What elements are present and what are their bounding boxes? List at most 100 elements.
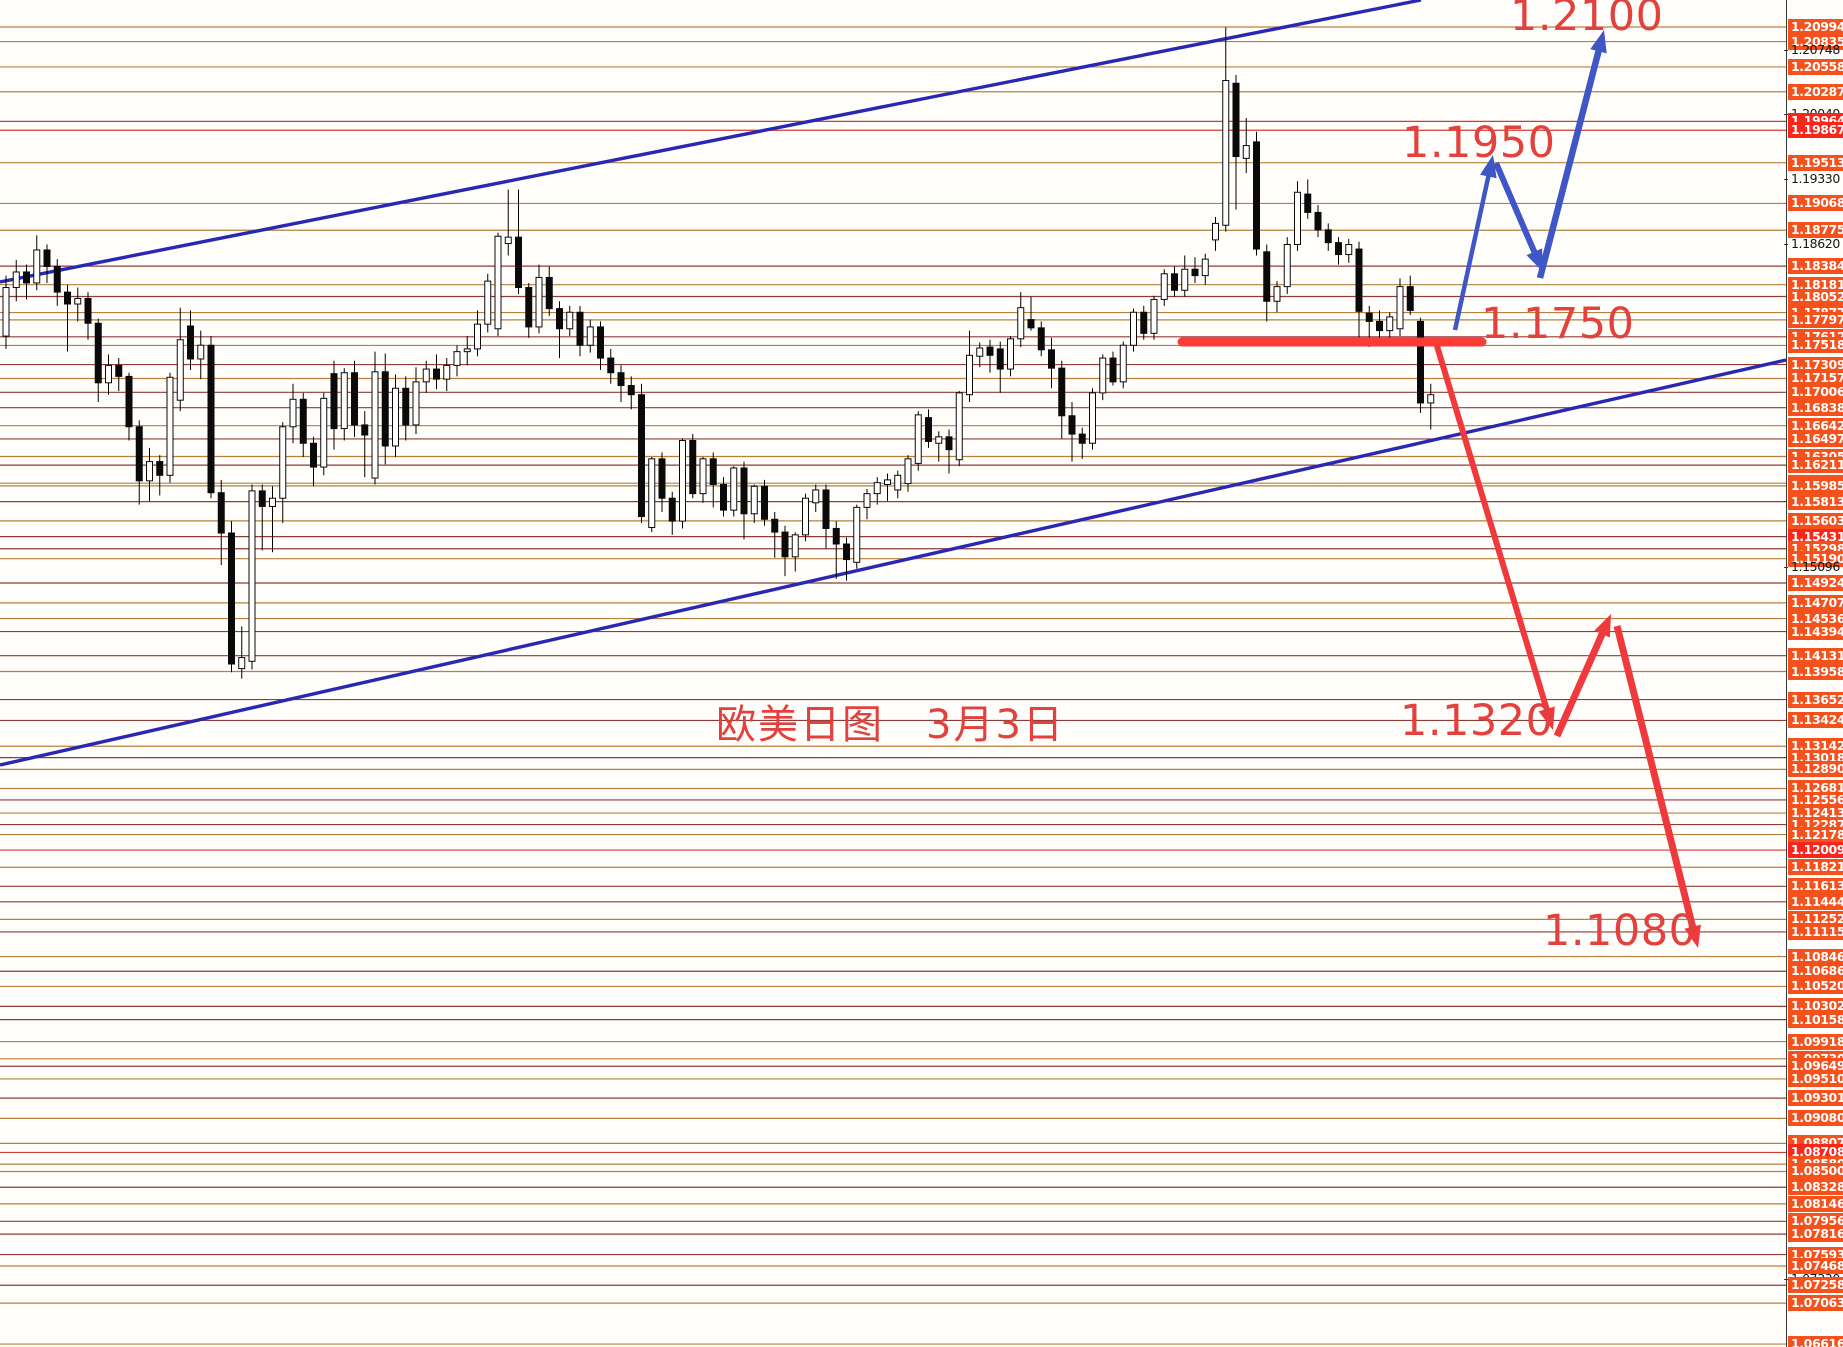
- candle-body: [330, 373, 338, 430]
- candle-body: [310, 442, 317, 468]
- price-level-label: 1.07258: [1788, 1277, 1843, 1294]
- candle-body: [1253, 141, 1260, 250]
- candle-body: [1324, 229, 1332, 244]
- candle-body: [1027, 319, 1035, 329]
- price-axis-tick-label: 1.20748: [1784, 42, 1843, 58]
- candle-body: [412, 381, 420, 426]
- annotation-lower-target-2: 1.1080: [1543, 906, 1697, 956]
- price-level-label: 1.10302: [1788, 998, 1843, 1015]
- candle-body: [1171, 273, 1178, 291]
- candle-body: [884, 479, 891, 485]
- price-level-label: 1.11444: [1788, 893, 1843, 910]
- price-level-label: 1.14924: [1788, 575, 1843, 592]
- candle-body: [535, 276, 543, 328]
- price-level-label: 1.11613: [1788, 878, 1843, 895]
- price-level-label: 1.09301: [1788, 1090, 1843, 1107]
- candle-body: [1386, 316, 1394, 332]
- candle-body: [2, 287, 10, 337]
- chart-title: 欧美日图 3月3日: [716, 702, 1065, 748]
- price-level-label: 1.19513: [1788, 154, 1843, 171]
- candle-body: [545, 276, 553, 310]
- candle-body: [248, 490, 256, 662]
- candle-body: [638, 394, 645, 518]
- price-level-label: 1.14394: [1788, 623, 1843, 640]
- price-level-label: 1.07816: [1788, 1226, 1843, 1243]
- annotation-lower-target-1: 1.1320: [1400, 696, 1554, 746]
- candle-body: [925, 417, 932, 442]
- price-level-label: 1.15190: [1788, 550, 1843, 567]
- price-level-label: 1.19867: [1788, 122, 1843, 139]
- candle-body: [1078, 433, 1086, 444]
- candle-body: [791, 534, 799, 558]
- candle-body: [53, 265, 61, 293]
- price-level-label: 1.17518: [1788, 337, 1843, 354]
- candle-body: [1365, 312, 1373, 322]
- candle-body: [1140, 311, 1148, 334]
- candle-body: [433, 368, 440, 380]
- candle-body: [1181, 268, 1189, 291]
- price-level-label: 1.07956: [1788, 1213, 1843, 1230]
- price-level-label: 1.16838: [1788, 399, 1843, 416]
- red-projection-arrow-2: [1613, 625, 1698, 932]
- candle-body: [1304, 193, 1312, 213]
- candle-body: [1160, 273, 1168, 300]
- candle-body: [402, 387, 410, 426]
- candle-body: [269, 497, 276, 507]
- price-axis[interactable]: 1.209941.208351.207481.205581.202871.200…: [1784, 0, 1843, 1347]
- candle-body: [187, 325, 194, 360]
- price-level-label: 1.12556: [1788, 791, 1843, 808]
- candle-body: [484, 280, 492, 325]
- candle-body: [443, 364, 451, 380]
- candle-body: [1058, 367, 1066, 417]
- candle-body: [228, 532, 235, 665]
- candle-body: [135, 426, 143, 482]
- candle-body: [1345, 243, 1353, 256]
- candle-body: [986, 346, 994, 356]
- candle-body: [64, 291, 71, 305]
- candle-body: [166, 376, 174, 476]
- price-level-label: 1.06616: [1788, 1336, 1843, 1347]
- price-level-label: 1.11821: [1788, 859, 1843, 876]
- candle-body: [84, 298, 92, 324]
- red-projection-arrow-0-head: [1538, 706, 1555, 730]
- candle-body: [955, 392, 963, 461]
- candle-body: [720, 483, 727, 511]
- price-level-label: 1.15985: [1788, 477, 1843, 494]
- price-level-label: 1.10686: [1788, 963, 1843, 980]
- annotation-support-level: 1.1750: [1481, 299, 1635, 349]
- candle-body: [1191, 268, 1199, 277]
- candle-body: [381, 371, 389, 447]
- candle-body: [1048, 349, 1055, 369]
- candle-body: [463, 348, 471, 353]
- annotation-mid-target: 1.1950: [1402, 118, 1556, 168]
- candle-body: [1273, 286, 1281, 302]
- candle-body: [576, 311, 584, 346]
- candle-body: [617, 372, 625, 387]
- candle-body: [474, 323, 481, 350]
- candle-body: [1406, 286, 1414, 311]
- candle-body: [566, 311, 574, 330]
- candle-body: [996, 348, 1004, 370]
- candle-body: [43, 249, 51, 267]
- candle-body: [515, 236, 522, 289]
- candle-body: [525, 287, 533, 328]
- price-level-label: 1.09649: [1788, 1058, 1843, 1075]
- candle-body: [556, 308, 563, 330]
- price-axis-tick-label: 1.19330: [1784, 171, 1843, 187]
- candle-body: [1355, 248, 1363, 312]
- candle-body: [1037, 327, 1045, 351]
- price-level-label: 1.10158: [1788, 1011, 1843, 1028]
- candle-body: [320, 397, 328, 468]
- price-level-label: 1.10520: [1788, 978, 1843, 995]
- candle-body: [597, 326, 604, 359]
- candle-body: [1150, 298, 1158, 334]
- price-level-label: 1.09080: [1788, 1110, 1843, 1127]
- price-level-label: 1.11115: [1788, 923, 1843, 940]
- red-projection-arrow-0: [1434, 345, 1551, 715]
- blue-projection-arrow-2: [1536, 46, 1603, 279]
- candle-body: [730, 467, 738, 511]
- candle-body: [146, 461, 153, 482]
- candle-body: [258, 490, 266, 507]
